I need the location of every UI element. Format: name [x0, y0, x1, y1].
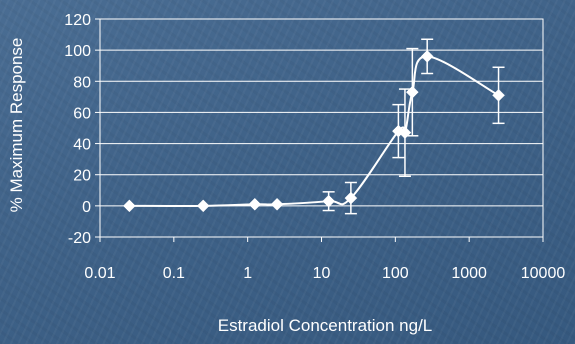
x-tick-label: 0.01: [84, 265, 115, 282]
x-tick-label: 10000: [521, 265, 566, 282]
data-point: [398, 126, 412, 140]
x-axis-title: Estradiol Concentration ng/L: [218, 316, 433, 335]
data-point: [322, 194, 336, 208]
data-point: [492, 88, 505, 102]
data-point: [405, 85, 419, 99]
y-tick-label: -20: [68, 230, 91, 247]
data-point: [344, 191, 358, 205]
x-tick-labels: 0.01 0.1 1 10 100 1000 10000: [84, 265, 565, 282]
data-point: [270, 197, 284, 211]
x-tick-label: 10: [313, 265, 331, 282]
data-points: [123, 50, 505, 213]
axis-ticks: [95, 18, 544, 242]
y-tick-label: 60: [73, 105, 91, 122]
plot-area: [99, 18, 544, 238]
gridlines: [100, 49, 543, 207]
x-tick-label: 1: [243, 265, 252, 282]
error-bars: [322, 38, 505, 215]
y-tick-label: 0: [82, 199, 91, 216]
data-point: [123, 199, 136, 213]
y-axis-title: % Maximum Response: [7, 38, 26, 213]
y-tick-label: 40: [73, 137, 91, 154]
data-point: [196, 199, 210, 213]
x-tick-label: 1000: [451, 265, 487, 282]
y-tick-label: 20: [73, 168, 91, 185]
data-point: [248, 197, 262, 211]
data-point: [420, 50, 434, 63]
y-tick-label: 80: [73, 74, 91, 91]
x-tick-label: 0.1: [163, 265, 185, 282]
y-tick-labels: -20 0 20 40 60 80 100 120: [64, 12, 91, 247]
y-tick-label: 100: [64, 43, 91, 60]
series-line: [129, 55, 500, 207]
x-tick-label: 100: [382, 265, 409, 282]
y-tick-label: 120: [64, 12, 91, 29]
